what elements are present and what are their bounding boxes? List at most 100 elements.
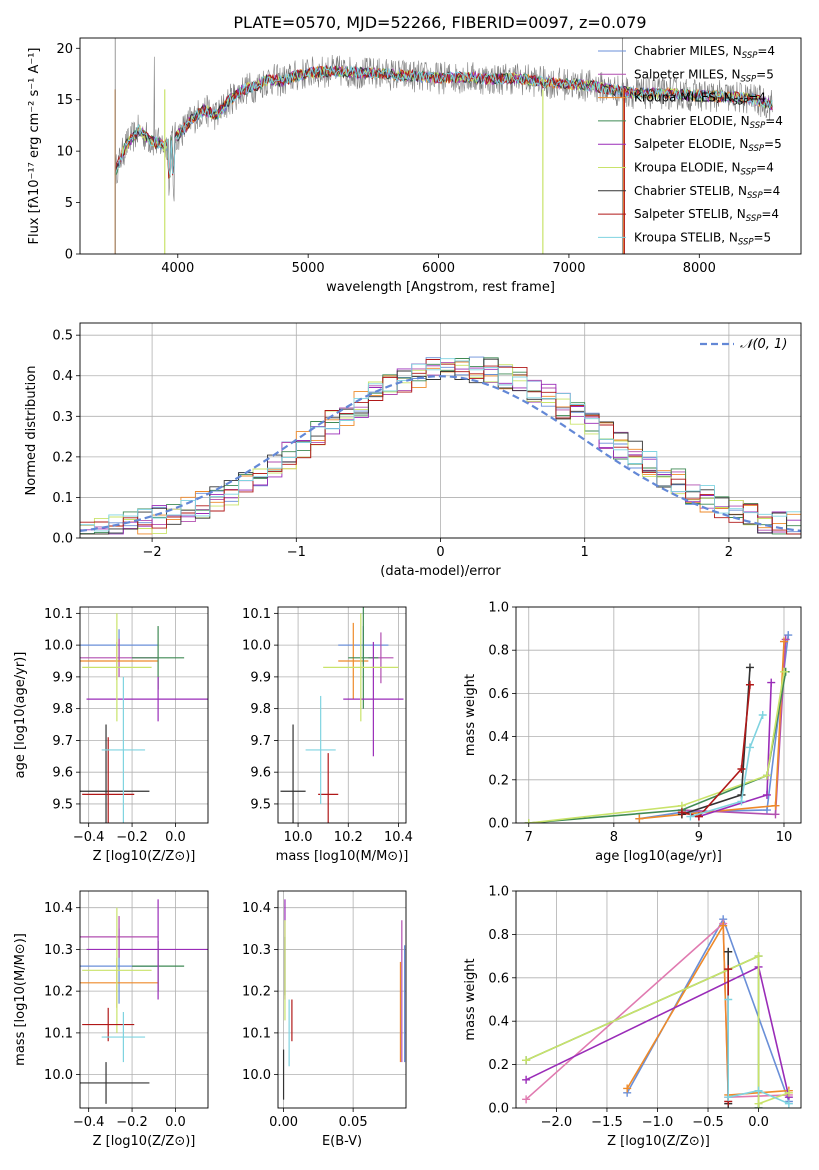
x-tick-label: −1.5 bbox=[591, 1115, 623, 1130]
data-point bbox=[82, 1007, 135, 1042]
y-tick-label: 10.1 bbox=[44, 1026, 73, 1041]
x-tick-label: 5000 bbox=[292, 261, 325, 276]
x-tick-label: 4000 bbox=[161, 261, 194, 276]
x-tick-label: −2 bbox=[143, 545, 162, 560]
mass-weight-marker bbox=[724, 995, 733, 1004]
histogram-frame bbox=[79, 322, 802, 539]
legend-label: Chabrier ELODIE, NSSP=4 bbox=[634, 114, 783, 131]
y-tick-label: 0.0 bbox=[52, 532, 73, 547]
mass-weight-marker bbox=[522, 1075, 531, 1084]
legend-entry: Chabrier ELODIE, NSSP=4 bbox=[598, 114, 783, 131]
mass-weight-marker bbox=[724, 965, 733, 974]
mass-weight-marker bbox=[767, 678, 776, 687]
x-tick-label: 0.0 bbox=[165, 830, 186, 845]
y-tick-label: 0.4 bbox=[488, 1015, 509, 1030]
mass-weight-series-line bbox=[528, 671, 787, 823]
data-point bbox=[101, 676, 146, 823]
x-tick-label: 10.4 bbox=[384, 830, 413, 845]
mass-weight-marker bbox=[524, 819, 533, 823]
gaussian-reference-line bbox=[80, 375, 801, 532]
mass-weight-series-line bbox=[690, 714, 764, 818]
mass-weight-marker bbox=[758, 711, 767, 719]
y-tick-label: 9.6 bbox=[250, 766, 271, 781]
mass-weight-marker bbox=[623, 1084, 632, 1093]
y-tick-label: 0.2 bbox=[488, 773, 509, 788]
spectrum-model-line bbox=[114, 65, 773, 176]
mass-weight-series-line bbox=[727, 999, 790, 1105]
x-tick-label: 2 bbox=[725, 545, 733, 560]
y-tick-label: 10.3 bbox=[44, 943, 73, 958]
y-tick-label: 9.9 bbox=[250, 670, 271, 685]
y-tick-label: 0.4 bbox=[488, 730, 509, 745]
x-axis-label: wavelength [Angstrom, rest frame] bbox=[326, 280, 555, 295]
y-tick-label: 10.4 bbox=[242, 901, 271, 916]
mass-weight-marker bbox=[762, 771, 771, 780]
data-point bbox=[318, 753, 339, 823]
x-tick-label: 0.0 bbox=[165, 1115, 186, 1130]
data-point bbox=[86, 899, 208, 1000]
mass-weight-marker bbox=[779, 667, 788, 676]
y-tick-label: 0.0 bbox=[488, 1102, 509, 1117]
y-tick-label: 0 bbox=[65, 248, 73, 263]
age-vs-mass-frame bbox=[277, 606, 407, 824]
mass-weight-marker bbox=[635, 814, 644, 823]
data-point bbox=[82, 907, 152, 1033]
legend-entry: Salpeter ELODIE, NSSP=5 bbox=[598, 137, 782, 154]
y-tick-label: 5 bbox=[65, 196, 73, 211]
mass-weight-marker bbox=[762, 790, 771, 799]
x-axis-label: mass [log10(M/M⊙)] bbox=[276, 849, 409, 864]
y-tick-label: 9.8 bbox=[250, 702, 271, 717]
y-tick-label: 10.1 bbox=[44, 607, 73, 622]
y-axis-label: mass weight bbox=[463, 958, 478, 1040]
y-tick-label: 0.4 bbox=[52, 369, 73, 384]
legend-label: Kroupa STELIB, NSSP=5 bbox=[634, 230, 771, 247]
mass-weight-marker bbox=[784, 1088, 793, 1097]
mass-weight-series-line bbox=[528, 671, 785, 823]
y-axis-label: Normed distribution bbox=[24, 366, 39, 496]
mass-weight-series-line bbox=[639, 635, 789, 820]
mass-weight-vs-Z-frame bbox=[515, 890, 802, 1109]
y-tick-label: 10.0 bbox=[242, 1068, 271, 1083]
age-vs-mass-axes: 10.0 10.2 10.4 9.5 9.6 9.7 9.8 9.9 10.0 10.1 bbox=[242, 607, 413, 845]
x-axis-label: age [log10(age/yr)] bbox=[595, 849, 722, 864]
mass-weight-marker bbox=[745, 743, 754, 752]
x-tick-label: 10.0 bbox=[284, 830, 313, 845]
legend-label: Salpeter MILES, NSSP=5 bbox=[634, 67, 774, 84]
mass-weight-series-line bbox=[681, 667, 751, 816]
data-point bbox=[305, 695, 336, 804]
mass-weight-marker bbox=[686, 812, 695, 821]
y-tick-label: 1.0 bbox=[488, 601, 509, 616]
mass-weight-vs-age-frame bbox=[515, 606, 802, 824]
y-tick-label: 0.8 bbox=[488, 928, 509, 943]
histogram-step-line bbox=[80, 358, 801, 532]
data-point bbox=[82, 737, 135, 823]
y-tick-label: 0.2 bbox=[488, 1058, 509, 1073]
x-axis-label: (data-model)/error bbox=[380, 564, 501, 579]
y-axis-label: Flux [fλ10⁻¹⁷ erg cm⁻² s⁻¹ A⁻¹] bbox=[27, 48, 42, 245]
x-tick-label: 0.05 bbox=[339, 1115, 368, 1130]
y-tick-label: 0.1 bbox=[52, 491, 73, 506]
y-tick-label: 15 bbox=[56, 93, 73, 108]
legend-entry: Salpeter STELIB, NSSP=4 bbox=[598, 207, 779, 224]
mass-vs-Z-axes: −0.4 −0.2 0.0 10.0 10.1 10.2 10.3 10.4 bbox=[44, 891, 208, 1130]
y-tick-label: 9.8 bbox=[52, 702, 73, 717]
x-tick-label: 8000 bbox=[683, 261, 716, 276]
spectrum-axes: 4000 5000 6000 7000 8000 0 5 10 15 20 bbox=[56, 42, 715, 276]
x-tick-label: −0.4 bbox=[73, 1115, 105, 1130]
y-tick-label: 9.6 bbox=[52, 766, 73, 781]
x-axis-label: E(B-V) bbox=[322, 1134, 362, 1149]
y-tick-label: 10.2 bbox=[242, 985, 271, 1000]
x-tick-label: 10 bbox=[776, 830, 793, 845]
legend-label: Chabrier MILES, NSSP=4 bbox=[634, 44, 775, 61]
x-tick-label: 6000 bbox=[422, 261, 455, 276]
y-tick-label: 10.0 bbox=[242, 639, 271, 654]
data-point bbox=[280, 724, 306, 823]
legend-entry: Chabrier STELIB, NSSP=4 bbox=[598, 184, 780, 201]
y-tick-label: 10 bbox=[56, 145, 73, 160]
y-tick-label: 0.0 bbox=[488, 817, 509, 832]
legend-entry: Chabrier MILES, NSSP=4 bbox=[598, 44, 775, 61]
mass-weight-marker bbox=[724, 1093, 733, 1102]
mass-weight-vs-Z-axes: −2.0 −1.5 −1.0 −0.5 0.0 0.0 0.2 0.4 0.6 0.8 1.0 bbox=[488, 885, 801, 1130]
x-tick-label: 7000 bbox=[552, 261, 585, 276]
x-tick-label: 1 bbox=[581, 545, 589, 560]
